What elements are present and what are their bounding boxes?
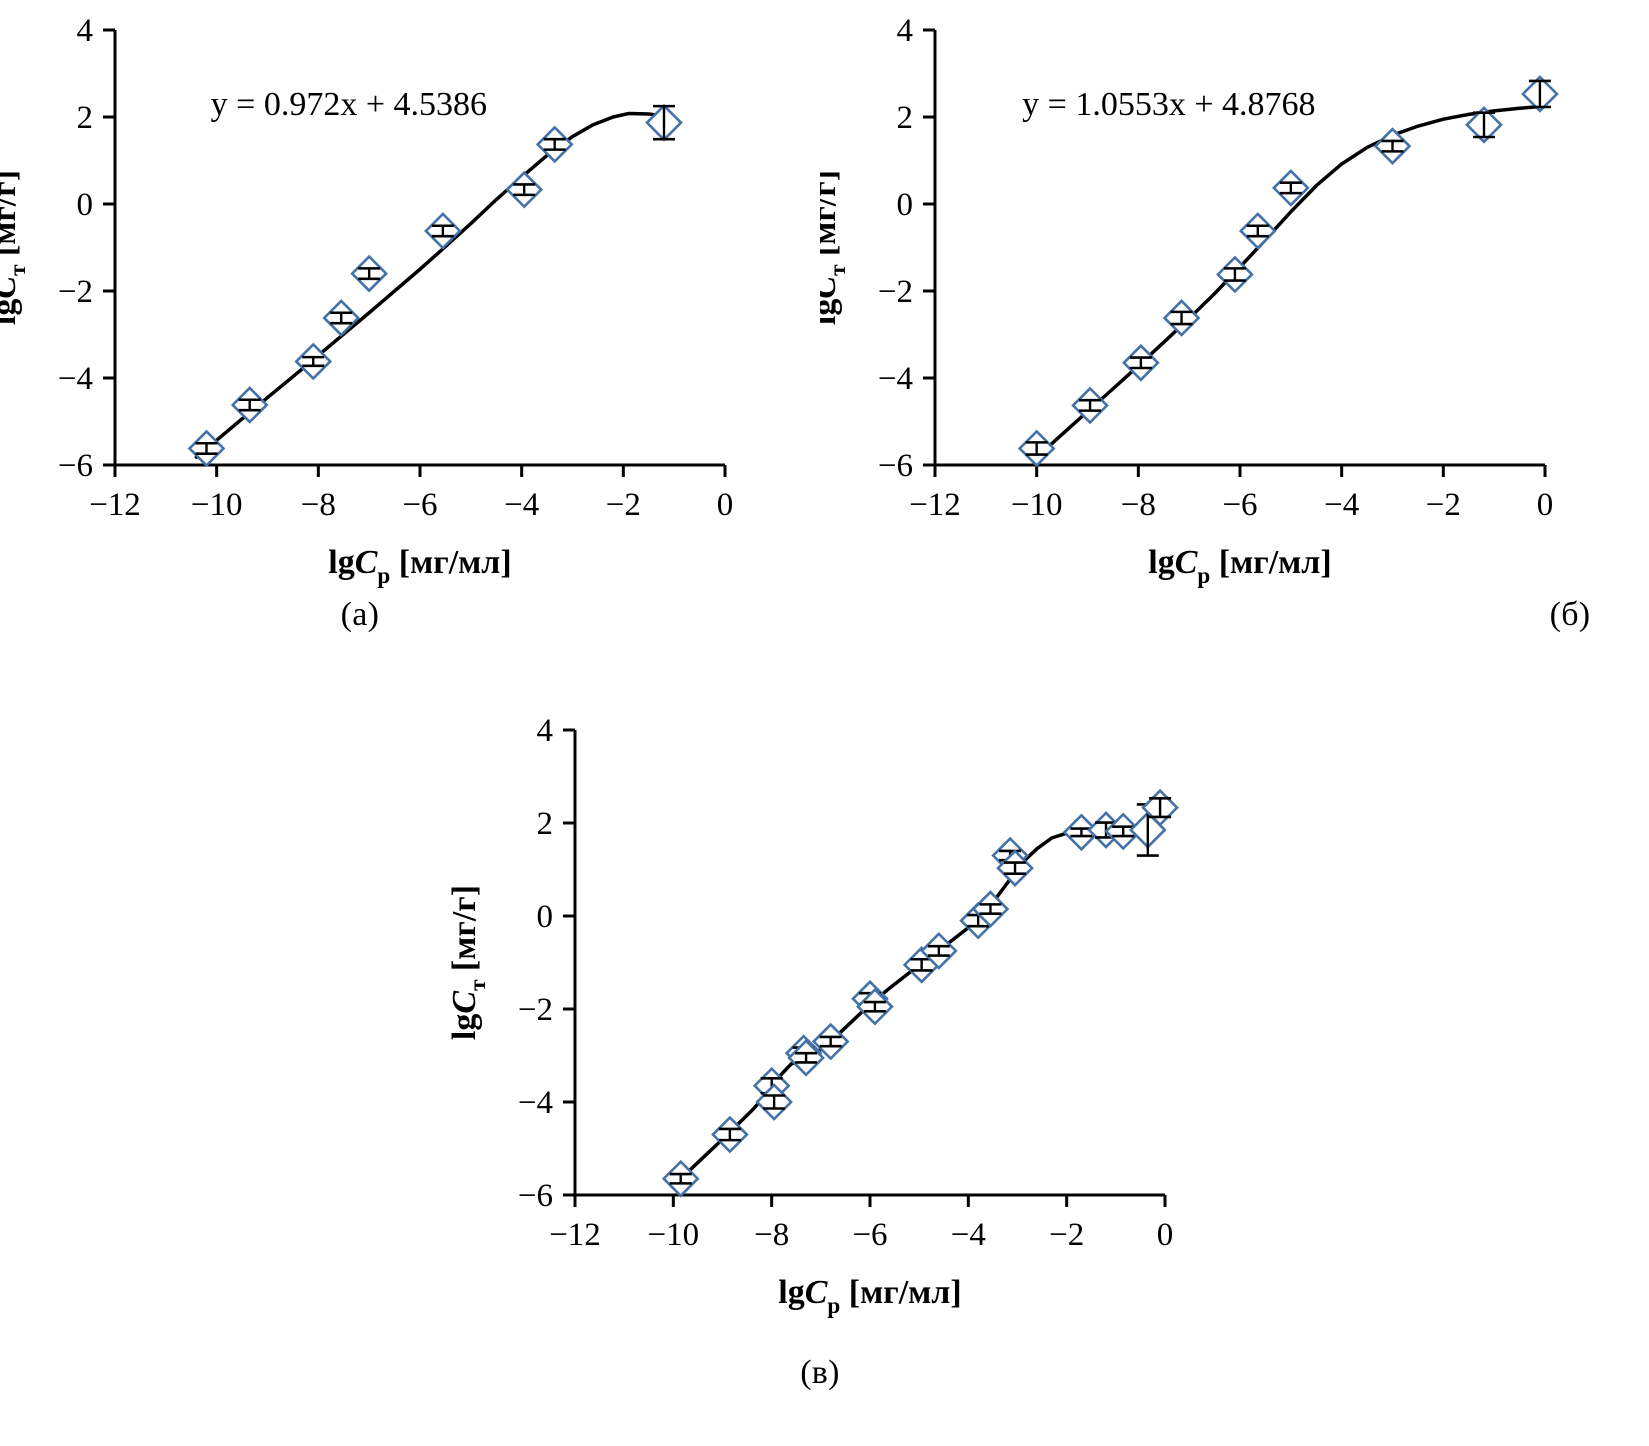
data-point — [1017, 429, 1056, 468]
y-tick-label: −4 — [518, 1085, 553, 1121]
x-tick-label: −2 — [1049, 1217, 1084, 1253]
x-tick-label: −6 — [402, 487, 437, 523]
data-point — [424, 212, 462, 250]
x-tick-label: −8 — [301, 487, 336, 523]
x-tick-label: −10 — [191, 487, 243, 523]
data-point — [1141, 788, 1179, 827]
fit-curve — [1032, 104, 1547, 462]
data-point — [1071, 386, 1109, 425]
data-point — [1238, 212, 1277, 250]
y-axis-title: lgCт [мг/г] — [820, 170, 851, 325]
y-tick-label: 0 — [537, 899, 554, 935]
y-tick-label: 4 — [77, 13, 94, 49]
x-tick-label: −4 — [1324, 487, 1359, 523]
data-point — [811, 1022, 850, 1061]
x-tick-label: −12 — [909, 487, 961, 523]
panel-b: −6 −4 −2 0 2 4 −12 −10 −8 −6 −4 −2 0 lgCp [мг/мл] lgCт… — [820, 0, 1620, 660]
equation-annotation: y = 0.972x + 4.5386 — [211, 86, 487, 123]
y-tick-label: −4 — [878, 361, 913, 397]
data-point — [1162, 299, 1201, 337]
panel-a: −6 −4 −2 0 2 4 −12 −10 −8 −6 −4 −2 0 lgCp [мг/мл] lgCт… — [0, 0, 800, 660]
y-tick-label: −6 — [518, 1178, 553, 1214]
x-tick-label: −10 — [648, 1217, 700, 1253]
y-tick-label: −6 — [58, 448, 93, 484]
data-point — [294, 342, 333, 381]
data-point — [230, 386, 269, 424]
panel-b-caption: (б) — [1549, 596, 1591, 633]
data-point — [996, 849, 1034, 887]
panel-a-caption: (а) — [340, 596, 380, 633]
data-point — [1373, 127, 1412, 165]
x-tick-label: −8 — [754, 1217, 789, 1253]
panel-v: −6 −4 −2 0 2 4 −12 −10 −8 −6 −4 −2 0 lgCp [мг/мл] lgCт… — [420, 700, 1220, 1440]
data-point — [645, 103, 683, 142]
x-tick-label: −12 — [549, 1217, 601, 1253]
y-tick-label: −4 — [58, 361, 93, 397]
data-point — [755, 1083, 793, 1121]
y-tick-label: −2 — [878, 274, 913, 310]
y-tick-label: 0 — [897, 187, 914, 223]
y-tick-label: 4 — [897, 13, 914, 49]
x-tick-label: 0 — [1157, 1217, 1174, 1253]
x-tick-label: −2 — [1426, 487, 1461, 523]
data-point — [505, 170, 544, 209]
y-axis-title: lgCт [мг/г] — [0, 170, 31, 325]
data-point — [1104, 812, 1143, 851]
x-tick-label: −10 — [1011, 487, 1063, 523]
equation-annotation: y = 1.0553x + 4.8768 — [1022, 86, 1315, 123]
y-tick-label: 2 — [77, 100, 94, 136]
data-point — [971, 890, 1010, 928]
panel-v-chart: −6 −4 −2 0 2 4 −12 −10 −8 −6 −4 −2 0 lgCp [мг/мл] lgCт… — [446, 713, 1179, 1319]
y-tick-label: −2 — [58, 274, 93, 310]
data-point — [187, 429, 226, 468]
x-tick-label: −8 — [1121, 487, 1156, 523]
y-axis-title-group: lgCт [мг/г] — [820, 170, 851, 325]
x-axis-title: lgCp [мг/мл] — [778, 1274, 961, 1319]
panel-a-chart: −6 −4 −2 0 2 4 −12 −10 −8 −6 −4 −2 0 lgCp [мг/мл] lgCт… — [0, 13, 734, 589]
data-point — [350, 254, 389, 293]
data-point — [919, 932, 958, 970]
y-axis-title-group: lgCт [мг/г] — [446, 885, 491, 1040]
data-point — [1216, 255, 1254, 294]
x-tick-label: −12 — [89, 487, 141, 523]
data-point — [711, 1115, 749, 1154]
x-tick-label: −6 — [1222, 487, 1257, 523]
data-point — [856, 987, 894, 1026]
y-axis-title: lgCт [мг/г] — [446, 885, 491, 1040]
x-tick-label: −4 — [951, 1217, 986, 1253]
x-tick-label: 0 — [717, 487, 734, 523]
y-tick-label: −6 — [878, 448, 913, 484]
data-point — [322, 299, 361, 337]
panel-b-chart: −6 −4 −2 0 2 4 −12 −10 −8 −6 −4 −2 0 lgCp [мг/мл] lgCт… — [820, 13, 1559, 589]
x-tick-label: 0 — [1537, 487, 1554, 523]
y-axis-title-group: lgCт [мг/г] — [0, 170, 31, 325]
y-tick-label: 2 — [897, 100, 914, 136]
y-tick-label: −2 — [518, 992, 553, 1028]
data-point — [1465, 105, 1503, 144]
data-point — [1122, 343, 1160, 382]
panel-v-caption: (в) — [800, 1354, 840, 1391]
data-point — [1521, 75, 1559, 113]
fit-curve — [676, 811, 1165, 1183]
x-tick-label: −2 — [606, 487, 641, 523]
x-axis-title: lgCp [мг/мл] — [1148, 544, 1331, 589]
data-point — [535, 125, 574, 164]
data-point — [902, 945, 941, 984]
x-tick-label: −4 — [504, 487, 539, 523]
y-tick-label: 2 — [537, 806, 554, 842]
x-tick-label: −6 — [852, 1217, 887, 1253]
data-point — [1271, 169, 1310, 207]
data-point — [787, 1038, 825, 1077]
y-tick-label: 0 — [77, 187, 94, 223]
x-axis-title: lgCp [мг/мл] — [328, 544, 511, 589]
data-point — [661, 1159, 700, 1198]
y-tick-label: 4 — [537, 713, 554, 749]
